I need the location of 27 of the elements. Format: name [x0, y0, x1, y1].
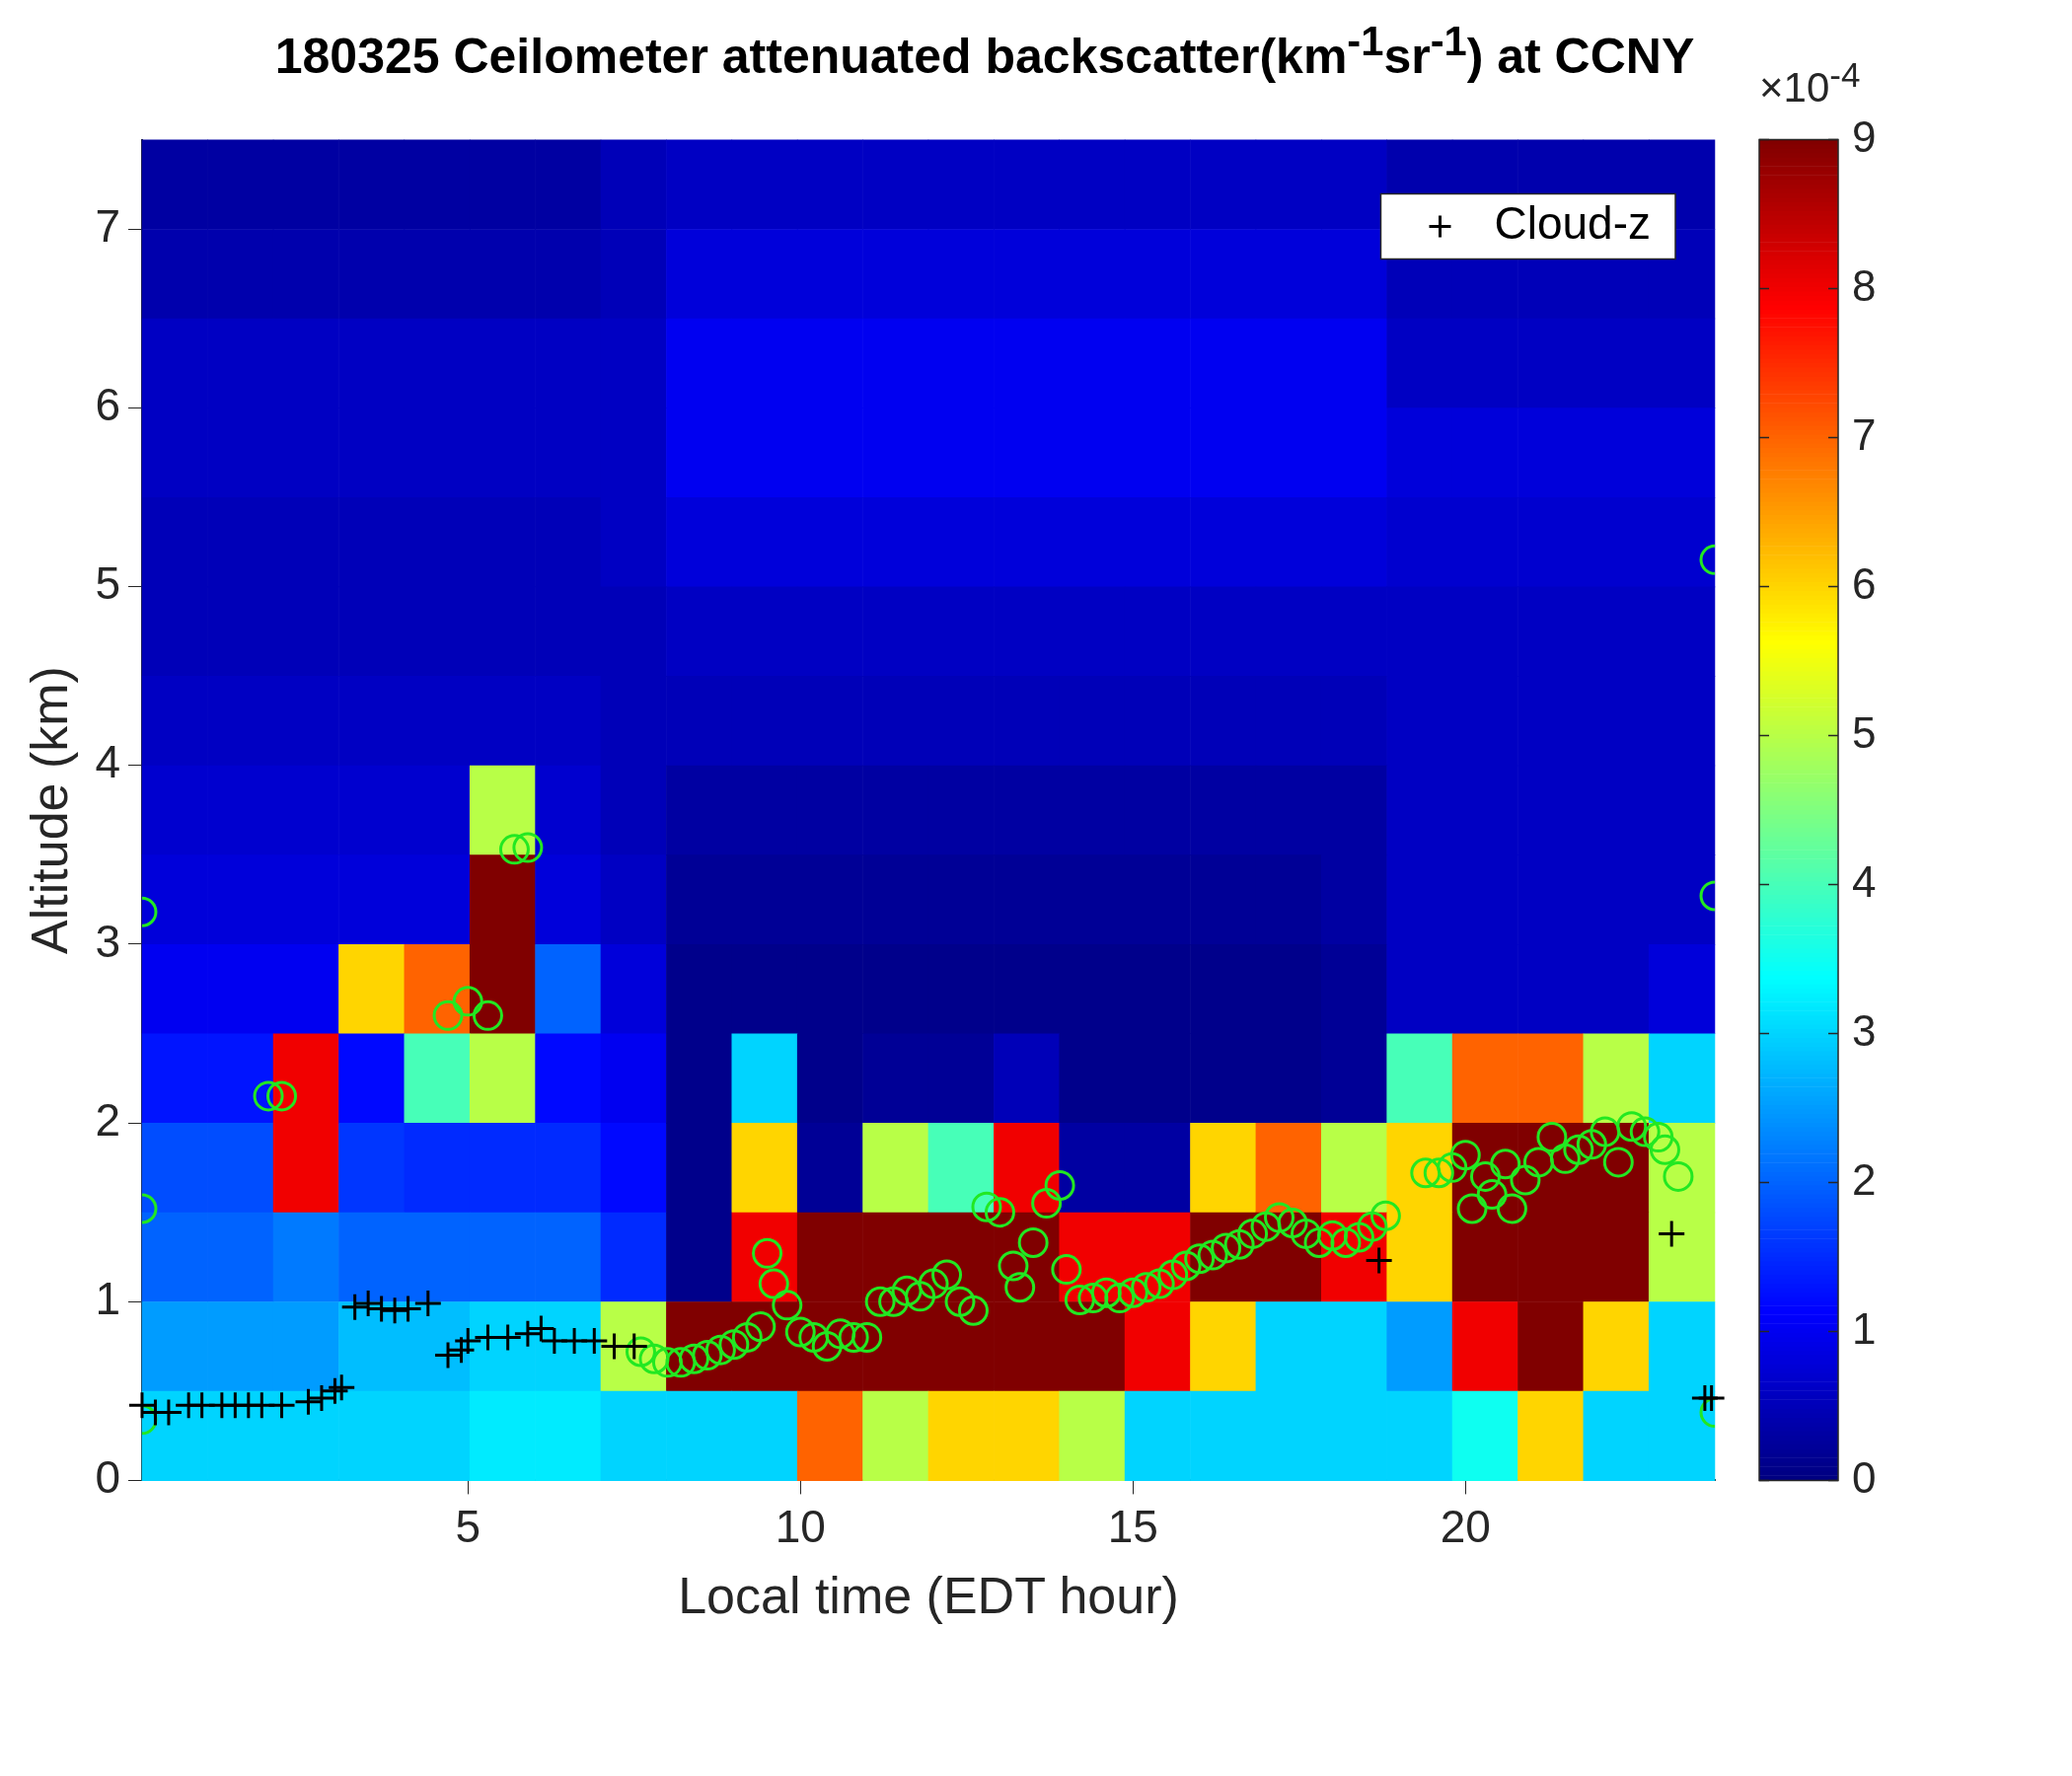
- color-bar-label: 2: [1852, 1154, 1877, 1204]
- y-tick-label: 2: [95, 1093, 120, 1146]
- color-bar-title: ×10$^{-4}$: [1759, 55, 1861, 112]
- y-axis-title: Altitude (km): [20, 665, 78, 954]
- color-bar-label: 5: [1852, 707, 1877, 757]
- y-tick-label: 1: [95, 1272, 120, 1324]
- color-bar-label: 1: [1852, 1303, 1877, 1353]
- y-tick-label: 0: [95, 1450, 120, 1503]
- legend-label: Cloud-z: [1494, 196, 1652, 249]
- y-tick-label: 3: [95, 915, 120, 967]
- x-tick-label: 15: [1107, 1500, 1158, 1552]
- color-bar-label: 9: [1852, 111, 1877, 161]
- y-tick-label: 4: [95, 736, 120, 788]
- color-bar-label: 8: [1852, 260, 1877, 310]
- x-tick-label: 10: [775, 1500, 826, 1552]
- x-tick-label: 20: [1440, 1500, 1491, 1552]
- chart-title: 180325 Ceilometer attenuated backscatter(km$^{-1}$sr$^{-1}$) at CCNY: [274, 18, 1695, 84]
- color-bar-label: 6: [1852, 558, 1877, 608]
- color-bar-label: 7: [1852, 409, 1877, 459]
- y-tick-label: 7: [95, 199, 120, 252]
- color-bar-label: 4: [1852, 856, 1877, 906]
- x-tick-label: 5: [455, 1500, 481, 1552]
- color-bar-label: 3: [1852, 1005, 1877, 1055]
- y-tick-label: 5: [95, 556, 120, 609]
- x-axis-title: Local time (EDT hour): [678, 1566, 1179, 1624]
- color-bar-label: 0: [1852, 1452, 1877, 1502]
- y-tick-label: 6: [95, 378, 120, 430]
